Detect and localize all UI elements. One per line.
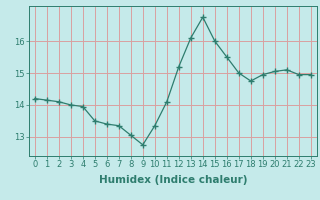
X-axis label: Humidex (Indice chaleur): Humidex (Indice chaleur) <box>99 175 247 185</box>
